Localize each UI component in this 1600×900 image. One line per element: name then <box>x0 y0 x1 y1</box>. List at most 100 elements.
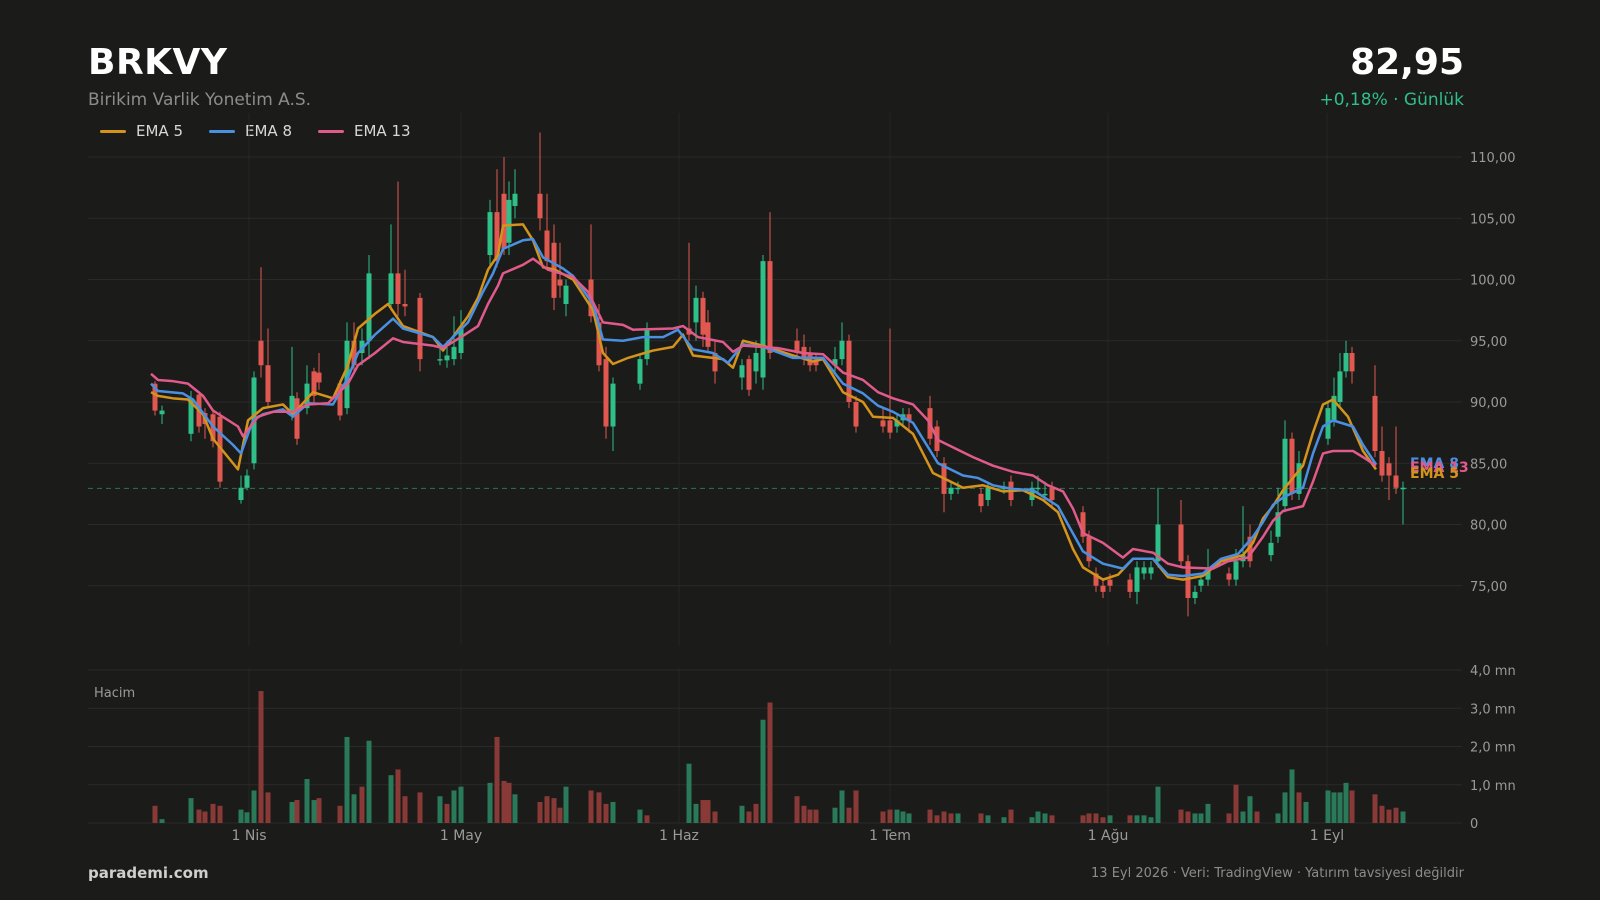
candle-body <box>1107 579 1113 586</box>
candle-body <box>1296 463 1302 494</box>
volume-bar <box>588 790 594 823</box>
candle-body <box>978 493 984 507</box>
candle-body <box>1127 579 1133 592</box>
volume-bar <box>927 809 933 823</box>
brand-logo-text[interactable]: parademi.com <box>88 864 209 882</box>
volume-tick-label: 4,0 mn <box>1470 664 1516 679</box>
volume-bar <box>458 786 464 823</box>
candle-body <box>644 328 650 360</box>
volume-bar <box>1205 803 1211 823</box>
candle-body <box>289 395 295 415</box>
volume-bar <box>1275 813 1281 823</box>
volume-bar <box>853 790 859 823</box>
volume-bar <box>1008 809 1014 823</box>
volume-bar <box>894 809 900 823</box>
candle-body <box>739 365 745 378</box>
volume-bar <box>210 803 216 823</box>
legend-swatch-ema8 <box>209 129 235 133</box>
volume-bar <box>1254 811 1260 823</box>
candle-body <box>506 199 512 243</box>
volume-bar <box>1086 813 1092 823</box>
candle-body <box>948 487 954 494</box>
y-tick-label: 90,00 <box>1470 396 1507 411</box>
volume-bar <box>1400 811 1406 823</box>
x-tick-label: 1 Ağu <box>1088 828 1129 844</box>
candle-body <box>700 297 706 335</box>
volume-bar <box>712 811 718 823</box>
volume-bar <box>337 805 343 823</box>
candle-body <box>712 353 718 372</box>
x-tick-label: 1 Haz <box>659 828 699 844</box>
ema-line-ema13 <box>150 257 1377 570</box>
footer-meta: 13 Eyl 2026 · Veri: TradingView · Yatırı… <box>1091 866 1464 881</box>
volume-bar <box>753 803 759 823</box>
volume-bar <box>258 691 264 823</box>
volume-bar <box>304 779 310 823</box>
legend-item-ema5[interactable]: EMA 5 <box>100 122 183 140</box>
volume-bar <box>760 719 766 823</box>
candle-body <box>1042 493 1048 496</box>
candle-body <box>610 383 616 427</box>
candle-body <box>366 273 372 341</box>
candle-body <box>1372 395 1378 451</box>
legend-item-ema13[interactable]: EMA 13 <box>318 122 411 140</box>
volume-bar <box>1233 784 1239 823</box>
candle-body <box>1379 451 1385 476</box>
candle-body <box>1400 487 1406 490</box>
candle-body <box>458 328 464 353</box>
candle-body <box>887 420 893 433</box>
volume-bar <box>351 794 357 823</box>
volume-bar <box>311 800 317 823</box>
volume-bar <box>512 794 518 823</box>
volume-bar <box>388 775 394 823</box>
y-tick-label: 110,00 <box>1470 151 1516 166</box>
volume-bar <box>1093 813 1099 823</box>
volume-bar <box>417 792 423 823</box>
candle-body <box>767 261 773 353</box>
volume-bar <box>451 790 457 823</box>
candle-body <box>395 273 401 304</box>
x-tick-label: 1 Nis <box>231 828 266 844</box>
volume-bar <box>1282 792 1288 823</box>
candle-body <box>794 340 800 353</box>
candle-body <box>351 340 357 366</box>
volume-bar <box>494 736 500 823</box>
volume-bar <box>1393 807 1399 823</box>
x-tick-label: 1 May <box>440 828 482 844</box>
ema-end-label: EMA 8 <box>1410 456 1459 472</box>
volume-bar <box>316 798 322 823</box>
volume-bar <box>437 796 443 823</box>
volume-bar <box>644 815 650 823</box>
legend-item-ema8[interactable]: EMA 8 <box>209 122 292 140</box>
candle-body <box>693 297 699 323</box>
volume-bar <box>1296 792 1302 823</box>
volume-bar <box>159 819 165 823</box>
candle-body <box>853 402 859 427</box>
candle-body <box>1141 567 1147 574</box>
ema-end-label: EMA 5 <box>1410 466 1459 482</box>
volume-bar <box>1100 817 1106 823</box>
price-change: +0,18% · Günlük <box>1319 90 1464 110</box>
last-price: 82,95 <box>1350 42 1464 83</box>
y-tick-label: 80,00 <box>1470 519 1507 534</box>
candle-body <box>746 359 752 390</box>
volume-bar <box>948 813 954 823</box>
candle-body <box>1386 463 1392 476</box>
candle-body <box>494 212 500 262</box>
candle-body <box>152 383 158 411</box>
volume-bar <box>1325 790 1331 823</box>
volume-bar <box>1247 796 1253 823</box>
y-tick-label: 85,00 <box>1470 457 1507 472</box>
volume-bar <box>506 782 512 823</box>
volume-bar <box>551 798 557 823</box>
volume-bar <box>1148 817 1154 823</box>
candle-body <box>304 383 310 409</box>
candle-body <box>1086 536 1092 562</box>
volume-bar <box>1226 813 1232 823</box>
candle-body <box>501 193 507 249</box>
candle-body <box>159 410 165 415</box>
volume-bar <box>1178 809 1184 823</box>
candle-body <box>544 230 550 262</box>
volume-bar <box>244 812 250 823</box>
